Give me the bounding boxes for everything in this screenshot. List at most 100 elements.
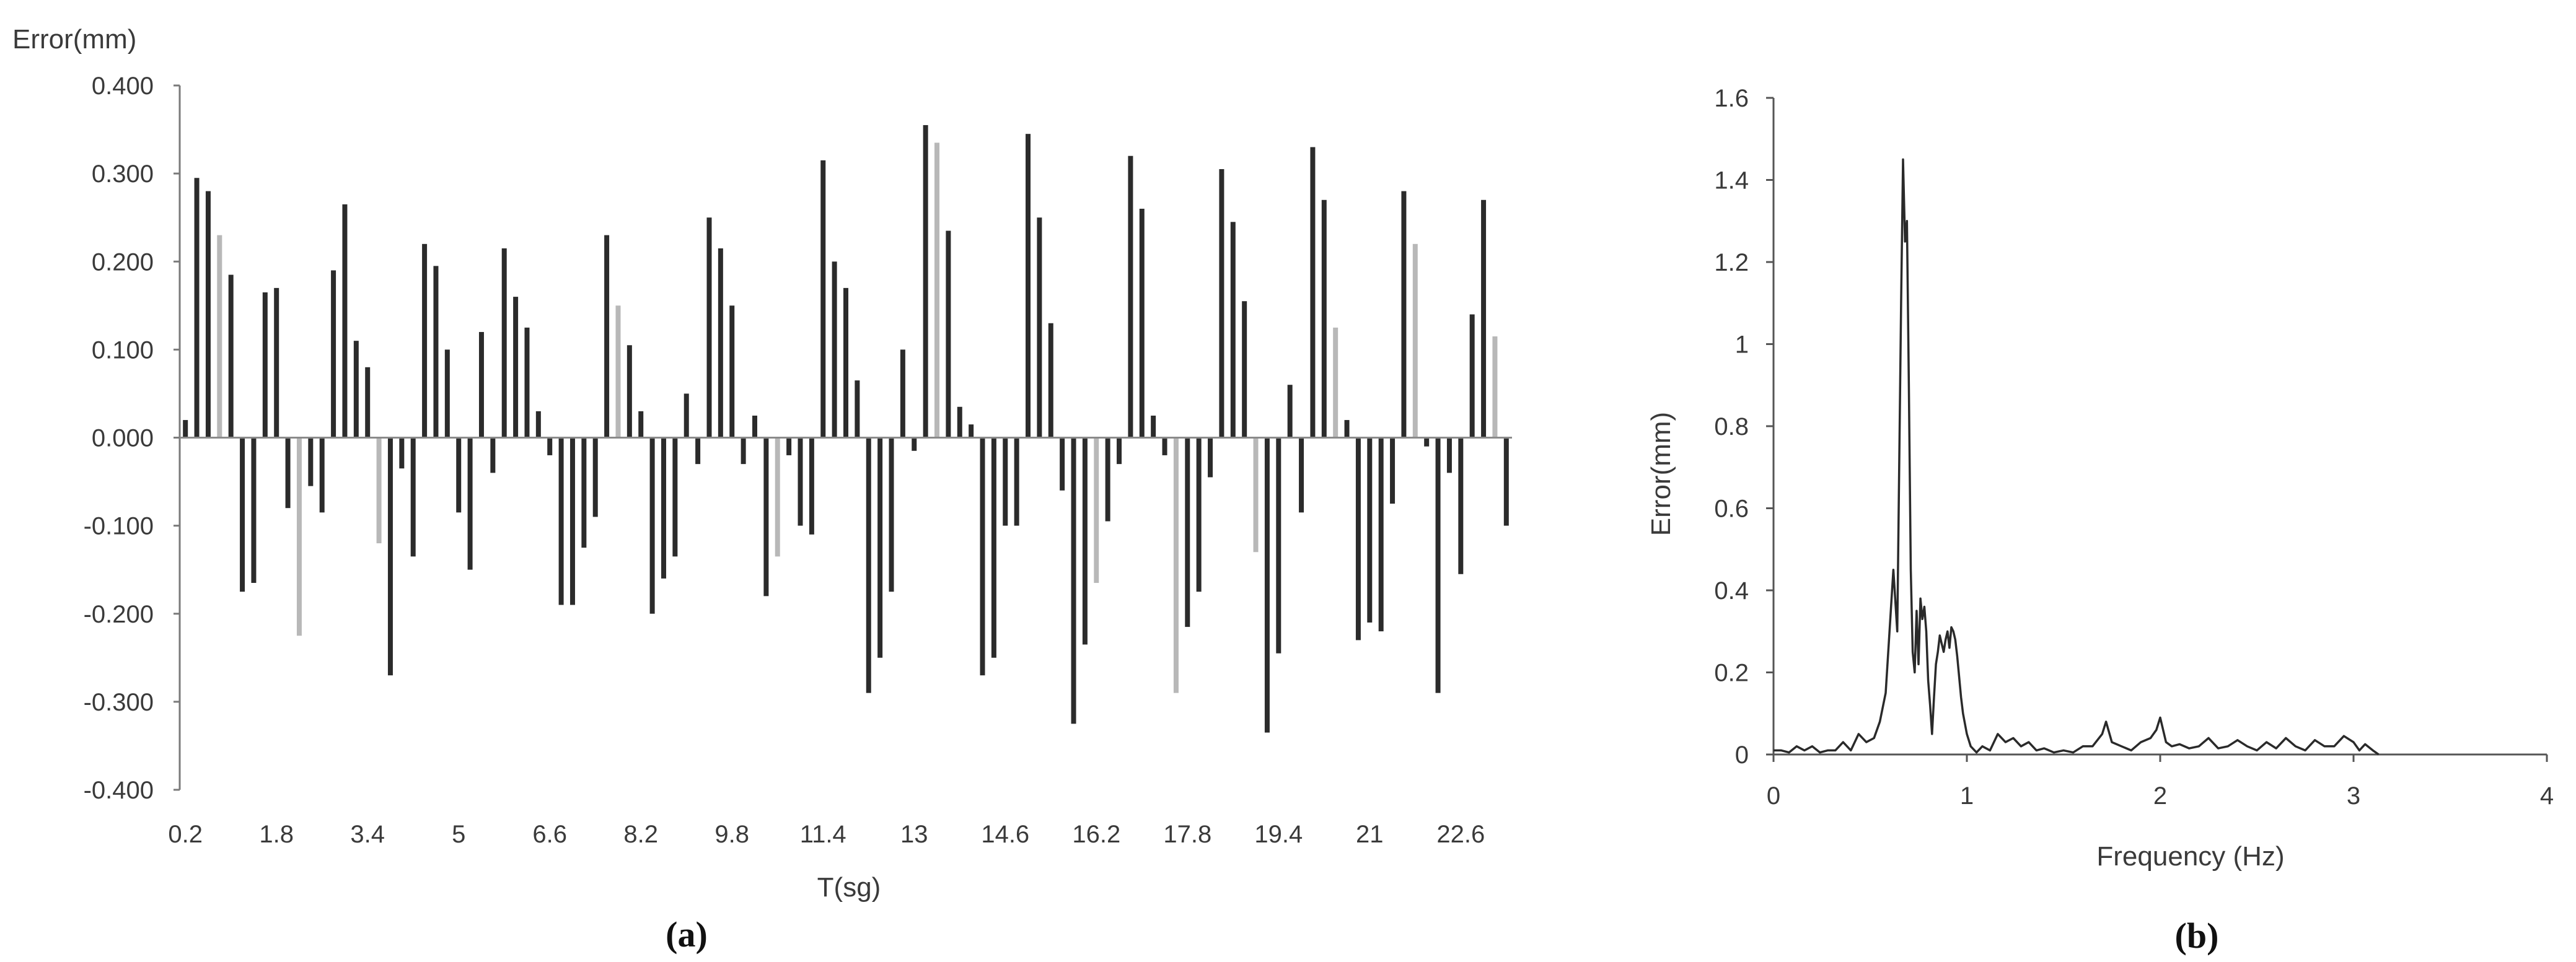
panel-a-bar <box>1105 437 1110 522</box>
panel-a-bar <box>1060 437 1065 491</box>
panel-a-bar <box>353 341 359 438</box>
panel-a-bar <box>331 270 336 438</box>
panel-a-x-tick-label: 0.2 <box>168 821 203 848</box>
panel-a-bar <box>1446 437 1452 473</box>
panel-a-bar <box>1310 147 1316 438</box>
panel-a-y-tick-label: 0.000 <box>92 425 154 452</box>
panel-a-bar <box>672 437 678 557</box>
panel-a-bar <box>444 349 450 438</box>
panel-a-bar <box>957 406 962 438</box>
panel-a-bar <box>1458 437 1464 574</box>
panel-a-bar <box>1014 437 1019 526</box>
panel-a-bar <box>467 437 473 570</box>
panel-b-y-tick-label: 0.8 <box>1714 413 1749 440</box>
panel-a-bar <box>649 437 655 614</box>
panel-a-bars <box>183 125 1509 733</box>
panel-a-bar <box>1264 437 1270 733</box>
panel-a-bar-chart: Error(mm) 0.400 0.300 0.200 0.100 0.000 -0.10… <box>12 24 1512 955</box>
panel-a-bar <box>1299 437 1304 513</box>
panel-a-bar <box>228 274 234 438</box>
panel-a-bar <box>1242 301 1247 438</box>
panel-a-bar <box>889 437 894 592</box>
panel-a-bar <box>1287 385 1293 438</box>
panel-a-bar <box>1378 437 1384 632</box>
panel-a-bar <box>240 437 245 592</box>
panel-a-bar <box>592 437 598 517</box>
panel-a-bar <box>365 367 371 438</box>
panel-b-y-tick-label: 1.6 <box>1714 85 1749 112</box>
panel-a-bar <box>1094 437 1099 584</box>
panel-a-bar <box>1208 437 1213 478</box>
panel-a-bar <box>615 305 621 438</box>
panel-a-bar <box>513 297 519 438</box>
panel-a-x-tick-label: 5 <box>452 821 465 848</box>
panel-a-bar <box>1117 437 1122 465</box>
panel-a-bar <box>456 437 462 513</box>
panel-a-bar <box>1173 437 1179 693</box>
panel-a-bar <box>1082 437 1088 645</box>
panel-a-bar <box>1139 208 1145 438</box>
panel-a-x-tick-label: 21 <box>1356 821 1384 848</box>
panel-b-x-tick-label: 0 <box>1767 782 1780 810</box>
panel-a-bar <box>1344 420 1350 438</box>
panel-a-bar <box>912 437 917 451</box>
panel-a-bar <box>478 331 484 438</box>
panel-a-bar <box>969 424 974 438</box>
panel-a-bar <box>183 420 188 438</box>
panel-b-x-tick-label: 2 <box>2153 782 2167 810</box>
panel-a-bar <box>638 411 644 438</box>
panel-a-bar <box>626 345 632 438</box>
panel-a-bar <box>1037 217 1042 438</box>
panel-b-x-axis-title: Frequency (Hz) <box>2096 841 2284 872</box>
panel-a-bar <box>923 125 928 438</box>
panel-a-bar <box>399 437 405 469</box>
panel-a-y-tick-label: 0.400 <box>92 72 154 100</box>
panel-a-x-tick-label: 19.4 <box>1254 821 1303 848</box>
panel-a-x-tick-labels: 0.2 1.8 3.4 5 6.6 8.2 9.8 11.4 13 14.6 16.2 17.8 19.… <box>168 821 1485 848</box>
panel-a-x-tick-label: 22.6 <box>1436 821 1485 848</box>
panel-a-bar <box>980 437 985 676</box>
panel-a-bar <box>1481 199 1487 438</box>
panel-a-x-tick-label: 9.8 <box>714 821 749 848</box>
panel-a-y-tick-label: -0.400 <box>84 777 154 804</box>
panel-a-bar <box>1151 415 1156 438</box>
panel-a-bar <box>1355 437 1361 641</box>
panel-a-bar <box>1128 155 1133 438</box>
panel-a-bar <box>558 437 564 605</box>
panel-a-bar <box>798 437 803 526</box>
panel-a-bar <box>410 437 416 557</box>
panel-a-bar <box>809 437 814 535</box>
panel-a-bar <box>820 160 826 438</box>
panel-a-bar <box>729 305 735 438</box>
panel-a-bar <box>319 437 325 513</box>
panel-a-bar <box>422 243 428 438</box>
panel-a-bar <box>535 411 541 438</box>
panel-a-x-tick-label: 14.6 <box>981 821 1029 848</box>
panel-a-bar <box>285 437 291 509</box>
panel-b-x-tick-label: 1 <box>1960 782 1974 810</box>
panel-a-bar <box>1276 437 1281 654</box>
panel-a-bar <box>387 437 393 676</box>
panel-a-bar <box>262 292 268 438</box>
panel-b-x-tick-label: 4 <box>2540 782 2554 810</box>
panel-a-x-tick-label: 13 <box>900 821 928 848</box>
panel-a-bar <box>695 437 701 465</box>
panel-b-y-tick-label: 0 <box>1735 741 1749 769</box>
panel-a-bar <box>1503 437 1509 526</box>
panel-a-bar <box>194 178 200 438</box>
panel-a-bar <box>1333 327 1339 438</box>
panel-b-y-tick-label: 1.4 <box>1714 167 1749 195</box>
panel-a-bar <box>855 380 860 438</box>
panel-a-bar <box>1401 191 1407 438</box>
panel-a-bar <box>1367 437 1373 623</box>
panel-a-bar <box>1412 243 1418 438</box>
panel-a-y-tick-label: 0.300 <box>92 160 154 188</box>
panel-a-bar <box>1071 437 1076 724</box>
panel-a-bar <box>752 415 757 438</box>
panel-a-label: (a) <box>666 914 708 955</box>
panel-a-bar <box>1321 199 1327 438</box>
panel-a-y-tick-label: -0.200 <box>84 601 154 628</box>
panel-a-bar <box>832 261 837 438</box>
